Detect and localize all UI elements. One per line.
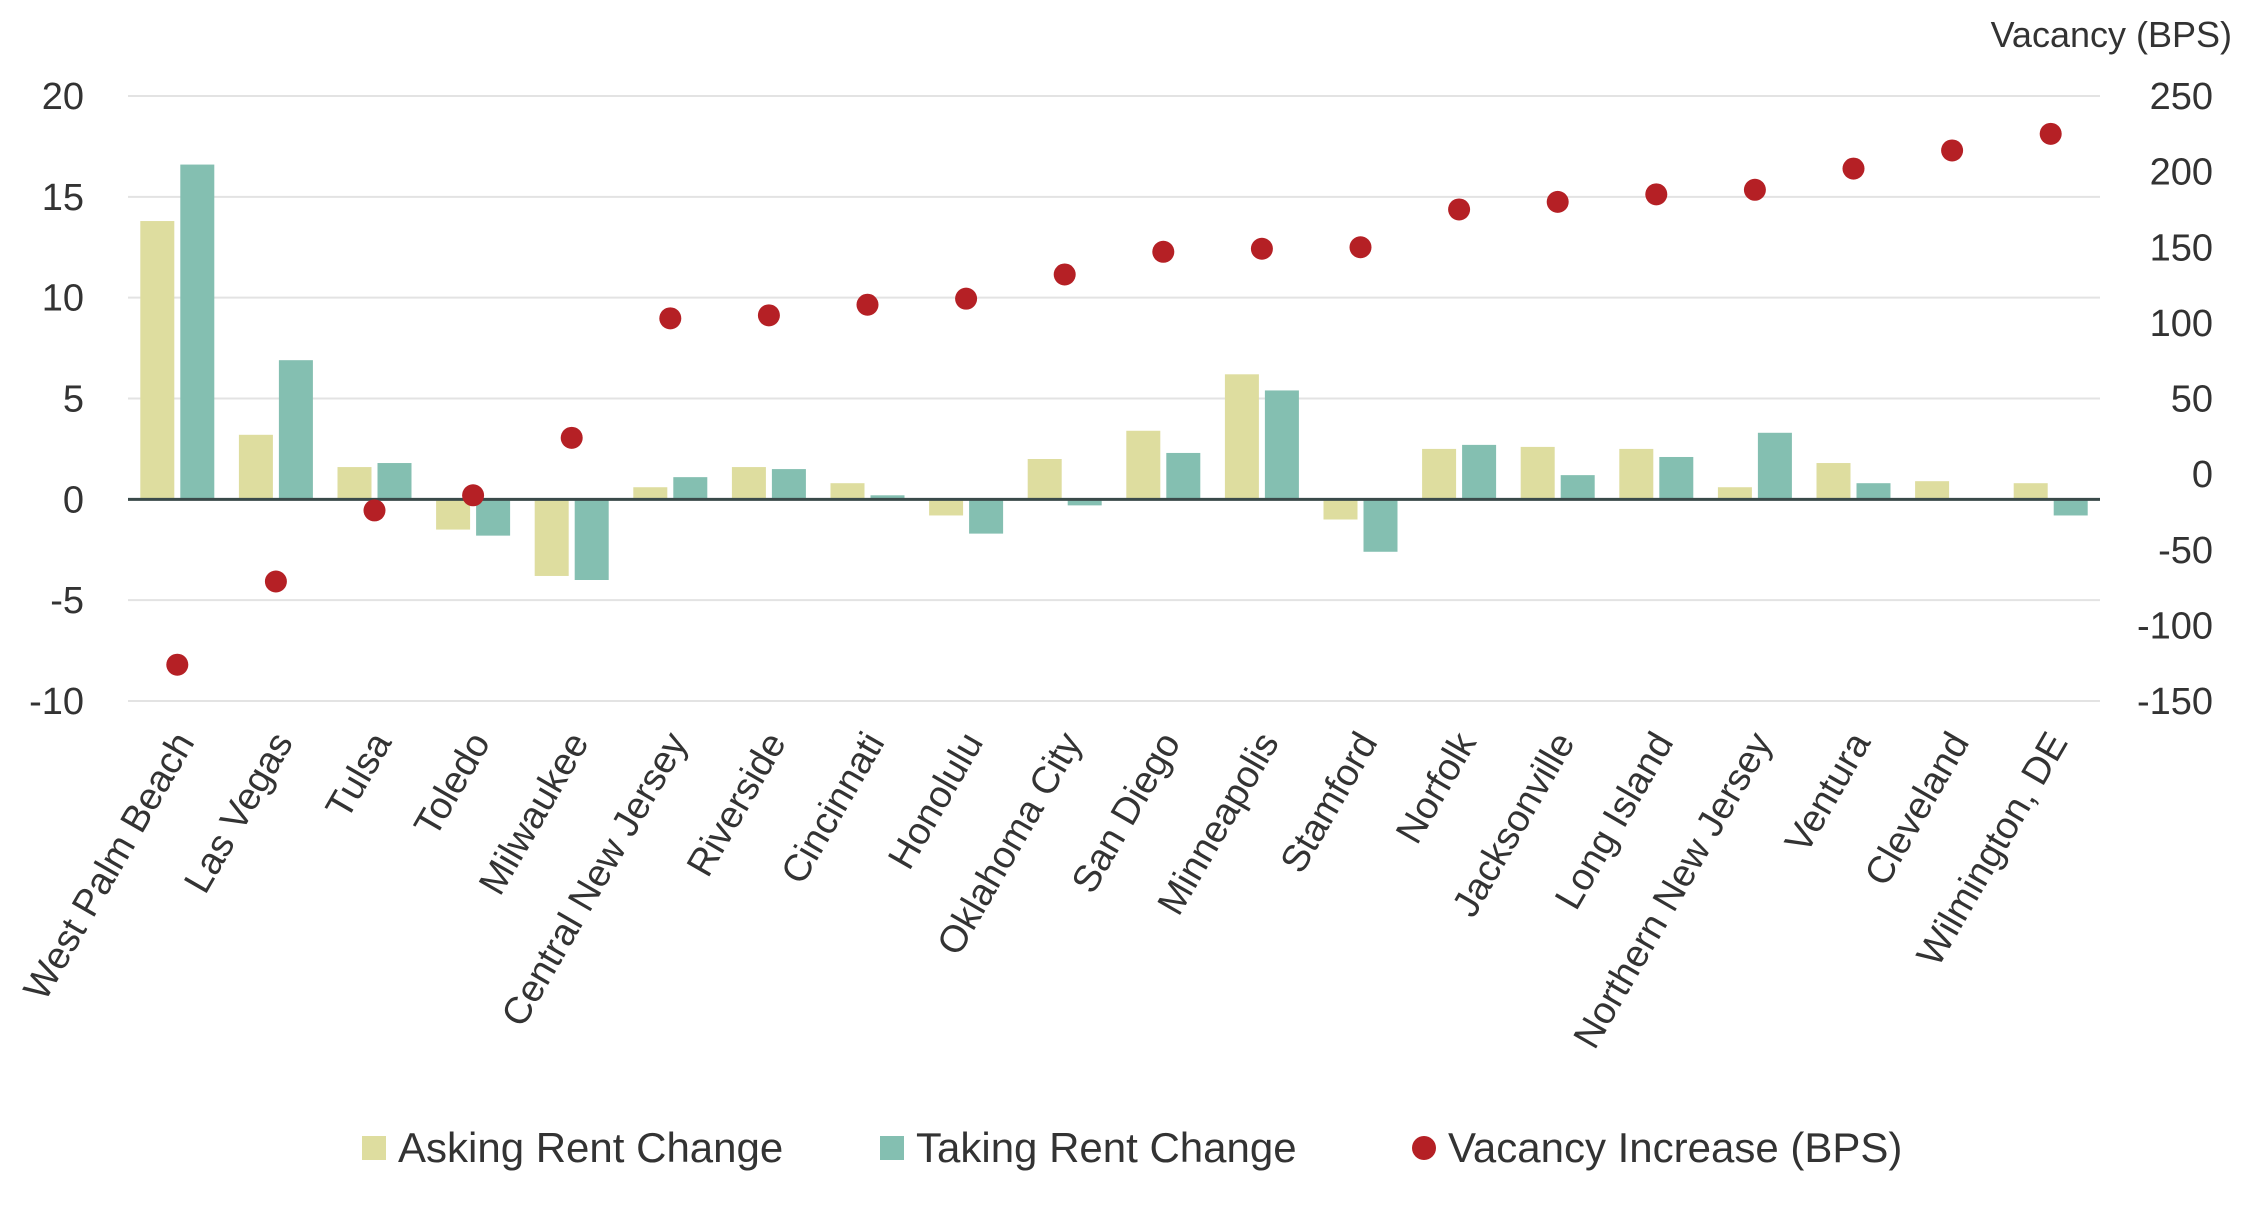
asking-rent-bar — [1520, 446, 1555, 500]
vacancy-point — [1250, 237, 1273, 260]
taking-rent-bar — [1363, 499, 1398, 552]
asking-rent-bar — [633, 487, 668, 500]
asking-rent-bar — [238, 434, 273, 500]
asking-rent-bar — [140, 221, 175, 500]
asking-rent-bar — [1717, 487, 1752, 500]
left-axis-tick-label: 15 — [42, 177, 84, 219]
taking-rent-bar — [2053, 499, 2088, 516]
category-label: Riverside — [679, 726, 795, 884]
taking-rent-bar — [1757, 432, 1792, 500]
asking-rent-bar — [1027, 459, 1062, 500]
taking-rent-bar — [1166, 452, 1201, 500]
vacancy-points — [166, 122, 2062, 676]
left-axis-tick-label: 20 — [42, 76, 84, 118]
taking-rent-bar — [377, 463, 412, 500]
category-label: Ventura — [1777, 725, 1879, 860]
taking-rent-bar — [1264, 390, 1299, 500]
vacancy-point — [955, 287, 978, 310]
vacancy-point — [2039, 122, 2062, 145]
vacancy-point — [659, 307, 682, 330]
asking-rent-bar — [1224, 374, 1259, 500]
left-axis-tick-label: 5 — [63, 379, 84, 421]
right-axis-tick-label: -50 — [2158, 530, 2213, 572]
right-axis-ticks: 250 200 150 100 50 0 -50 -100 -150 — [2137, 76, 2213, 723]
category-label: Norfolk — [1388, 725, 1485, 851]
asking-rent-bar — [534, 499, 569, 576]
vacancy-point — [560, 426, 583, 449]
right-axis-title: Vacancy (BPS) — [1991, 14, 2232, 55]
asking-rent-bar — [1126, 430, 1161, 500]
legend-label: Taking Rent Change — [916, 1124, 1297, 1171]
right-axis-tick-label: 200 — [2150, 152, 2213, 194]
asking-rent-bar — [2013, 483, 2048, 500]
taking-rent-bar — [476, 499, 511, 536]
vacancy-point — [264, 570, 287, 593]
asking-rent-bar — [1422, 448, 1457, 500]
category-label: Tulsa — [318, 725, 401, 826]
taking-rent-bar — [574, 499, 609, 580]
category-label: Central New Jersey — [494, 726, 696, 1034]
taking-rent-bar — [180, 164, 215, 500]
vacancy-point — [166, 653, 189, 676]
bars — [140, 164, 2088, 580]
legend-swatch — [362, 1136, 386, 1160]
vacancy-point — [1546, 190, 1569, 213]
taking-rent-bar — [771, 469, 806, 500]
taking-rent-bar — [870, 495, 905, 500]
vacancy-point — [1743, 178, 1766, 201]
category-label: West Palm Beach — [16, 726, 203, 1008]
asking-rent-bar — [436, 499, 471, 530]
left-axis-ticks: 20 15 10 5 0 -5 -10 — [29, 76, 84, 723]
vacancy-point — [1842, 157, 1865, 180]
taking-rent-bar — [1067, 499, 1102, 506]
category-label: Toledo — [407, 726, 499, 844]
asking-rent-bar — [1816, 463, 1851, 500]
category-label: Stamford — [1273, 726, 1386, 881]
asking-rent-bar — [1619, 448, 1654, 500]
vacancy-point — [1941, 139, 1964, 162]
taking-rent-bar — [1462, 444, 1497, 500]
taking-rent-bar — [1560, 475, 1595, 500]
legend-swatch — [880, 1136, 904, 1160]
category-label: Honolulu — [881, 726, 992, 877]
asking-rent-bar — [1915, 481, 1950, 500]
left-axis-tick-label: -5 — [50, 580, 84, 622]
legend-label: Asking Rent Change — [398, 1124, 783, 1171]
vacancy-point — [363, 499, 386, 522]
vacancy-point — [1349, 236, 1372, 259]
left-axis-tick-label: -10 — [29, 681, 84, 723]
taking-rent-bar — [278, 360, 313, 500]
vacancy-point — [462, 484, 485, 507]
asking-rent-bar — [337, 467, 372, 500]
legend-marker — [1412, 1136, 1436, 1160]
taking-rent-bar — [673, 477, 708, 500]
asking-rent-bar — [830, 483, 865, 500]
vacancy-point — [757, 304, 780, 327]
taking-rent-bar — [1856, 483, 1891, 500]
asking-rent-bar — [731, 467, 766, 500]
vacancy-point — [856, 293, 879, 316]
legend-label: Vacancy Increase (BPS) — [1448, 1124, 1902, 1171]
left-axis-tick-label: 0 — [63, 479, 84, 521]
legend: Asking Rent Change Taking Rent Change Vaca… — [362, 1124, 1902, 1171]
vacancy-point — [1448, 198, 1471, 221]
right-axis-tick-label: 250 — [2150, 76, 2213, 118]
vacancy-point — [1645, 183, 1668, 206]
gridlines — [128, 95, 2100, 702]
asking-rent-bar — [1323, 499, 1358, 520]
right-axis-tick-label: 150 — [2150, 227, 2213, 269]
right-axis-tick-label: -100 — [2137, 605, 2213, 647]
asking-rent-bar — [929, 499, 964, 516]
taking-rent-bar — [1659, 456, 1694, 500]
right-axis-tick-label: 0 — [2192, 454, 2213, 496]
right-axis-tick-label: 100 — [2150, 303, 2213, 345]
vacancy-point — [1053, 263, 1076, 286]
vacancy-point — [1152, 240, 1175, 263]
left-axis-tick-label: 10 — [42, 278, 84, 320]
right-axis-tick-label: -150 — [2137, 681, 2213, 723]
taking-rent-bar — [969, 499, 1004, 534]
right-axis-tick-label: 50 — [2171, 379, 2213, 421]
